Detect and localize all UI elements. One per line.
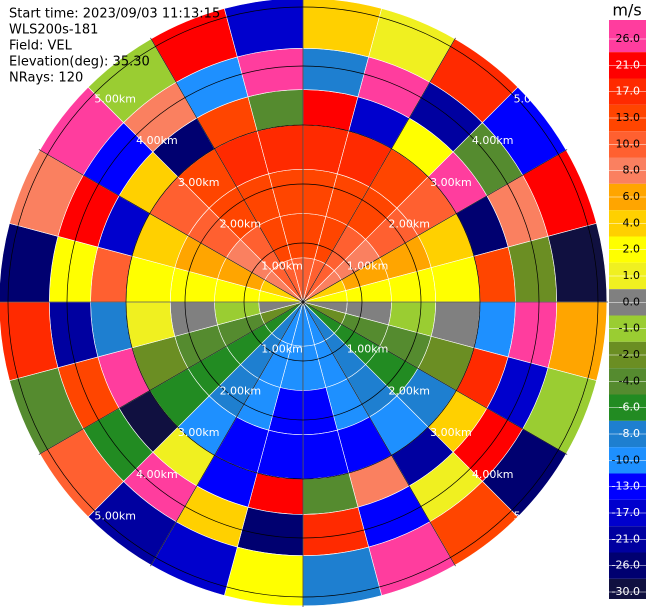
- header-line: Field: VEL: [9, 39, 73, 54]
- range-ring-label: 3.00km: [430, 176, 472, 189]
- range-ring-label: 4.00km: [136, 468, 178, 481]
- colorbar-tick-label: -21.0: [612, 532, 640, 545]
- spoke: [302, 301, 568, 455]
- range-ring-label: 1.00km: [261, 343, 303, 356]
- colorbar-tick-label: -30.0: [612, 585, 640, 598]
- range-ring: [184, 183, 422, 421]
- velocity-cell: [0, 222, 59, 303]
- plot: [0, 0, 608, 607]
- range-ring-label: 2.00km: [388, 218, 430, 231]
- spoke: [150, 37, 304, 303]
- colorbar-tick-label: -10.0: [612, 453, 640, 466]
- velocity-cell: [0, 301, 59, 382]
- velocity-cell: [302, 472, 359, 515]
- range-ring-label: 5.00km: [94, 92, 136, 105]
- range-ring-label: 1.00km: [261, 259, 303, 272]
- header-line: WLS200s-181: [9, 23, 98, 38]
- range-ring-label: 4.00km: [136, 134, 178, 147]
- colorbar-tick-label: -6.0: [619, 401, 640, 414]
- range-ring-label: 2.00km: [220, 384, 262, 397]
- colorbar-tick-label: -13.0: [612, 480, 640, 493]
- range-ring-label: 1.00km: [347, 259, 389, 272]
- range-ring: [7, 6, 599, 598]
- spoke: [38, 149, 304, 303]
- colorbar-tick-label: 8.0: [623, 164, 641, 177]
- range-ring-label: 3.00km: [178, 176, 220, 189]
- spoke: [302, 149, 568, 303]
- range-ring-label: 5.00km: [514, 92, 556, 105]
- velocity-cell: [223, 0, 304, 58]
- colorbar-tick-label: -17.0: [612, 506, 640, 519]
- velocity-cell: [302, 89, 359, 132]
- colorbar-tick-label: 2.0: [623, 243, 641, 256]
- colorbar-tick-label: 1.0: [623, 269, 641, 282]
- colorbar-tick-label: 0.0: [623, 295, 641, 308]
- colorbar-segment: [609, 20, 646, 53]
- velocity-cell: [473, 246, 516, 303]
- header-line: Start time: 2023/09/03 11:13:15: [9, 7, 220, 22]
- colorbar-tick-label: -26.0: [612, 559, 640, 572]
- colorbar-tick-label: -1.0: [619, 322, 640, 335]
- spoke: [302, 37, 456, 303]
- colorbar-tick-label: -8.0: [619, 427, 640, 440]
- range-ring-label: 5.00km: [94, 510, 136, 523]
- range-ring-label: 4.00km: [472, 468, 514, 481]
- colorbar-tick-label: 6.0: [623, 190, 641, 203]
- colorbar-label: m/s: [612, 1, 641, 20]
- spoke: [302, 301, 456, 567]
- overlay: 1.00km 1.00km 1.00km 1.00km 2.00km 2.00km 2.00…: [0, 0, 608, 607]
- colorbar-segment: [609, 578, 646, 599]
- range-ring: [66, 65, 540, 539]
- colorbar-tick-label: 26.0: [616, 32, 641, 45]
- colorbar-tick-label: -2.0: [619, 348, 640, 361]
- range-ring: [243, 242, 363, 362]
- header-line: NRays: 120: [9, 71, 83, 86]
- velocity-cell: [302, 0, 383, 58]
- range-ring: [125, 124, 481, 480]
- velocity-cell: [247, 89, 304, 132]
- colorbar-tick-label: 4.0: [623, 216, 641, 229]
- range-ring-label: 3.00km: [178, 426, 220, 439]
- velocity-cell: [90, 301, 133, 358]
- spoke: [150, 301, 304, 567]
- spoke: [38, 301, 304, 455]
- header-line: Elevation(deg): 35.30: [9, 55, 150, 70]
- velocity-cell: [473, 301, 516, 358]
- velocity-cell: [90, 246, 133, 303]
- colorbar-tick-label: 10.0: [616, 137, 641, 150]
- velocity-cell: [247, 472, 304, 515]
- range-ring-label: 4.00km: [472, 134, 514, 147]
- range-ring-label: 2.00km: [220, 218, 262, 231]
- range-ring-label: 5.00km: [514, 510, 556, 523]
- colorbar-tick-label: 17.0: [616, 85, 641, 98]
- range-ring-label: 3.00km: [430, 426, 472, 439]
- colorbar-tick-label: 13.0: [616, 111, 641, 124]
- colorbar-tick-label: 21.0: [616, 58, 641, 71]
- range-ring-label: 2.00km: [388, 384, 430, 397]
- range-ring-label: 1.00km: [347, 343, 389, 356]
- colorbar-tick-label: -4.0: [619, 374, 640, 387]
